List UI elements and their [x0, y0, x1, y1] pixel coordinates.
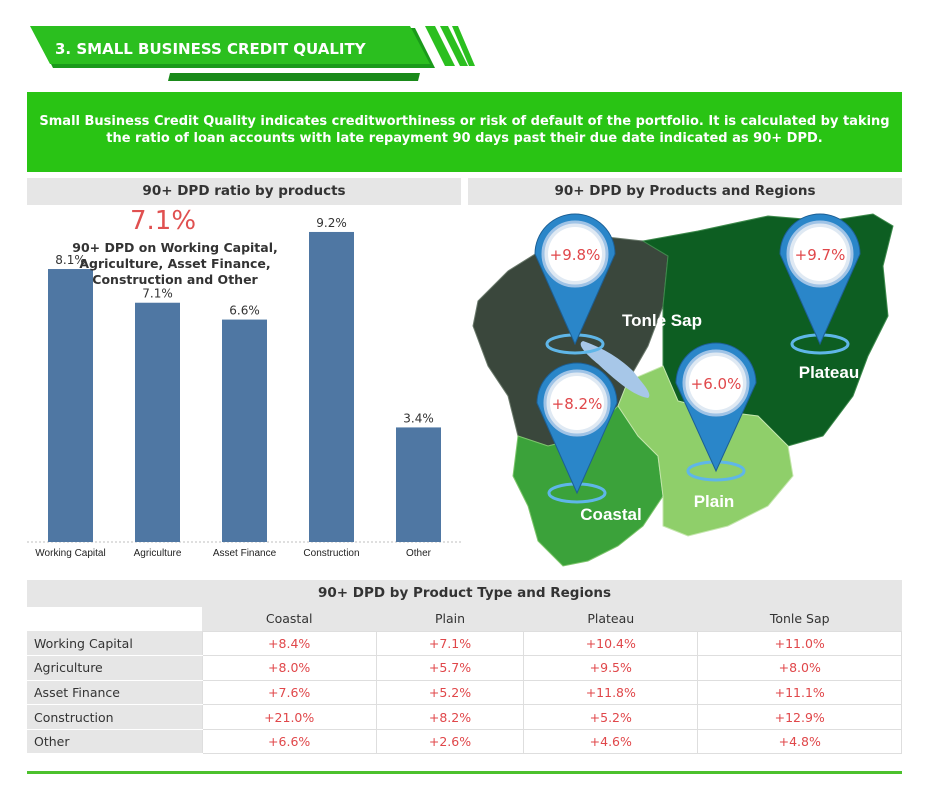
table-section-title: 90+ DPD by Product Type and Regions [27, 580, 902, 607]
table-cell: +10.4% [523, 630, 699, 657]
map-pin-value: +6.0% [691, 375, 742, 393]
table-corner [27, 607, 202, 631]
table-row: Agriculture +8.0% +5.7% +9.5% +8.0% [27, 655, 902, 681]
map-label-coastal: Coastal [580, 505, 641, 524]
table-row: Asset Finance +7.6% +5.2% +11.8% +11.1% [27, 679, 902, 706]
map-region-plain [617, 365, 794, 537]
table-cell: +5.2% [375, 679, 525, 706]
dpd-region-table: Coastal Plain Plateau Tonle Sap Working … [27, 607, 902, 755]
table-cell: +8.2% [375, 704, 525, 730]
map-pin-plateau: +9.7% [779, 213, 861, 355]
callout-value: 7.1% [129, 206, 197, 236]
region-map: +9.8% +9.7% +8.2% +6.0% Tonle Sap Plateau C… [472, 213, 894, 567]
row-label: Agriculture [27, 655, 202, 681]
x-tick-label: Agriculture [134, 548, 182, 559]
table-cell: +5.7% [375, 655, 525, 681]
regions-section-title: 90+ DPD by Products and Regions [468, 178, 902, 205]
map-pin-tonle-sap: +9.8% [534, 213, 616, 355]
row-label: Other [27, 729, 202, 755]
table-cell: +4.6% [523, 728, 699, 755]
col-header-coastal: Coastal [202, 607, 377, 631]
table-row: Working Capital +8.4% +7.1% +10.4% +11.0… [27, 630, 902, 657]
row-label: Construction [27, 704, 202, 730]
table-cell: +11.0% [697, 630, 902, 657]
bar-construction [309, 231, 354, 542]
table-cell: +7.6% [201, 679, 377, 706]
bar-value-label: 9.2% [316, 216, 347, 230]
table-cell: +9.5% [523, 655, 699, 681]
table-cell: +8.4% [201, 630, 377, 657]
map-pin-value: +9.7% [795, 246, 846, 264]
table-cell: +5.2% [523, 704, 699, 730]
bar-value-label: 8.1% [55, 253, 86, 267]
row-label: Working Capital [27, 631, 202, 657]
table-row: Construction +21.0% +8.2% +5.2% +12.9% [27, 704, 902, 730]
map-pin-value: +9.8% [550, 246, 601, 264]
bar-working-capital [48, 269, 93, 542]
row-label: Asset Finance [27, 680, 202, 706]
bar-value-label: 7.1% [142, 287, 173, 301]
x-tick-label: Construction [303, 548, 359, 559]
footer-divider [27, 771, 902, 774]
map-pin-coastal: +8.2% [536, 362, 618, 504]
table-cell: +6.6% [201, 728, 377, 755]
table-cell: +11.8% [523, 679, 699, 706]
bar-agriculture [135, 302, 180, 542]
map-label-tonle-sap: Tonle Sap [622, 311, 702, 330]
bar-other [396, 427, 441, 542]
x-tick-label: Working Capital [35, 548, 105, 559]
table-header-row: Coastal Plain Plateau Tonle Sap [27, 607, 902, 631]
bar-value-label: 3.4% [403, 411, 434, 425]
table-cell: +11.1% [697, 679, 902, 706]
col-header-tonle-sap: Tonle Sap [697, 607, 902, 631]
tonle-sap-lake [580, 341, 650, 398]
table-cell: +8.0% [201, 655, 377, 681]
page-title: 3. SMALL BUSINESS CREDIT QUALITY [55, 40, 366, 58]
map-pin-plain: +6.0% [675, 342, 757, 482]
table-cell: +2.6% [375, 728, 525, 755]
header-banner [30, 26, 475, 81]
map-pin-value: +8.2% [552, 395, 603, 413]
products-section-title: 90+ DPD ratio by products [27, 178, 461, 205]
table-cell: +8.0% [697, 655, 902, 681]
bar-value-label: 6.6% [229, 304, 260, 318]
map-label-plain: Plain [694, 492, 735, 511]
bar-asset-finance [222, 319, 267, 542]
callout-text: 90+ DPD on Working Capital, Agriculture,… [72, 240, 278, 287]
table-cell: +21.0% [201, 704, 377, 730]
table-row: Other +6.6% +2.6% +4.6% +4.8% [27, 728, 902, 755]
map-label-plateau: Plateau [799, 363, 859, 382]
x-tick-label: Asset Finance [213, 548, 277, 559]
col-header-plain: Plain [376, 607, 524, 631]
intro-description: Small Business Credit Quality indicates … [27, 92, 902, 172]
col-header-plateau: Plateau [523, 607, 698, 631]
table-cell: +7.1% [375, 630, 525, 657]
products-bar-chart: 8.1% Working Capital 7.1% Agriculture 6.6% As… [27, 216, 462, 559]
table-cell: +4.8% [697, 728, 902, 755]
x-tick-label: Other [406, 548, 432, 559]
table-cell: +12.9% [697, 704, 902, 730]
